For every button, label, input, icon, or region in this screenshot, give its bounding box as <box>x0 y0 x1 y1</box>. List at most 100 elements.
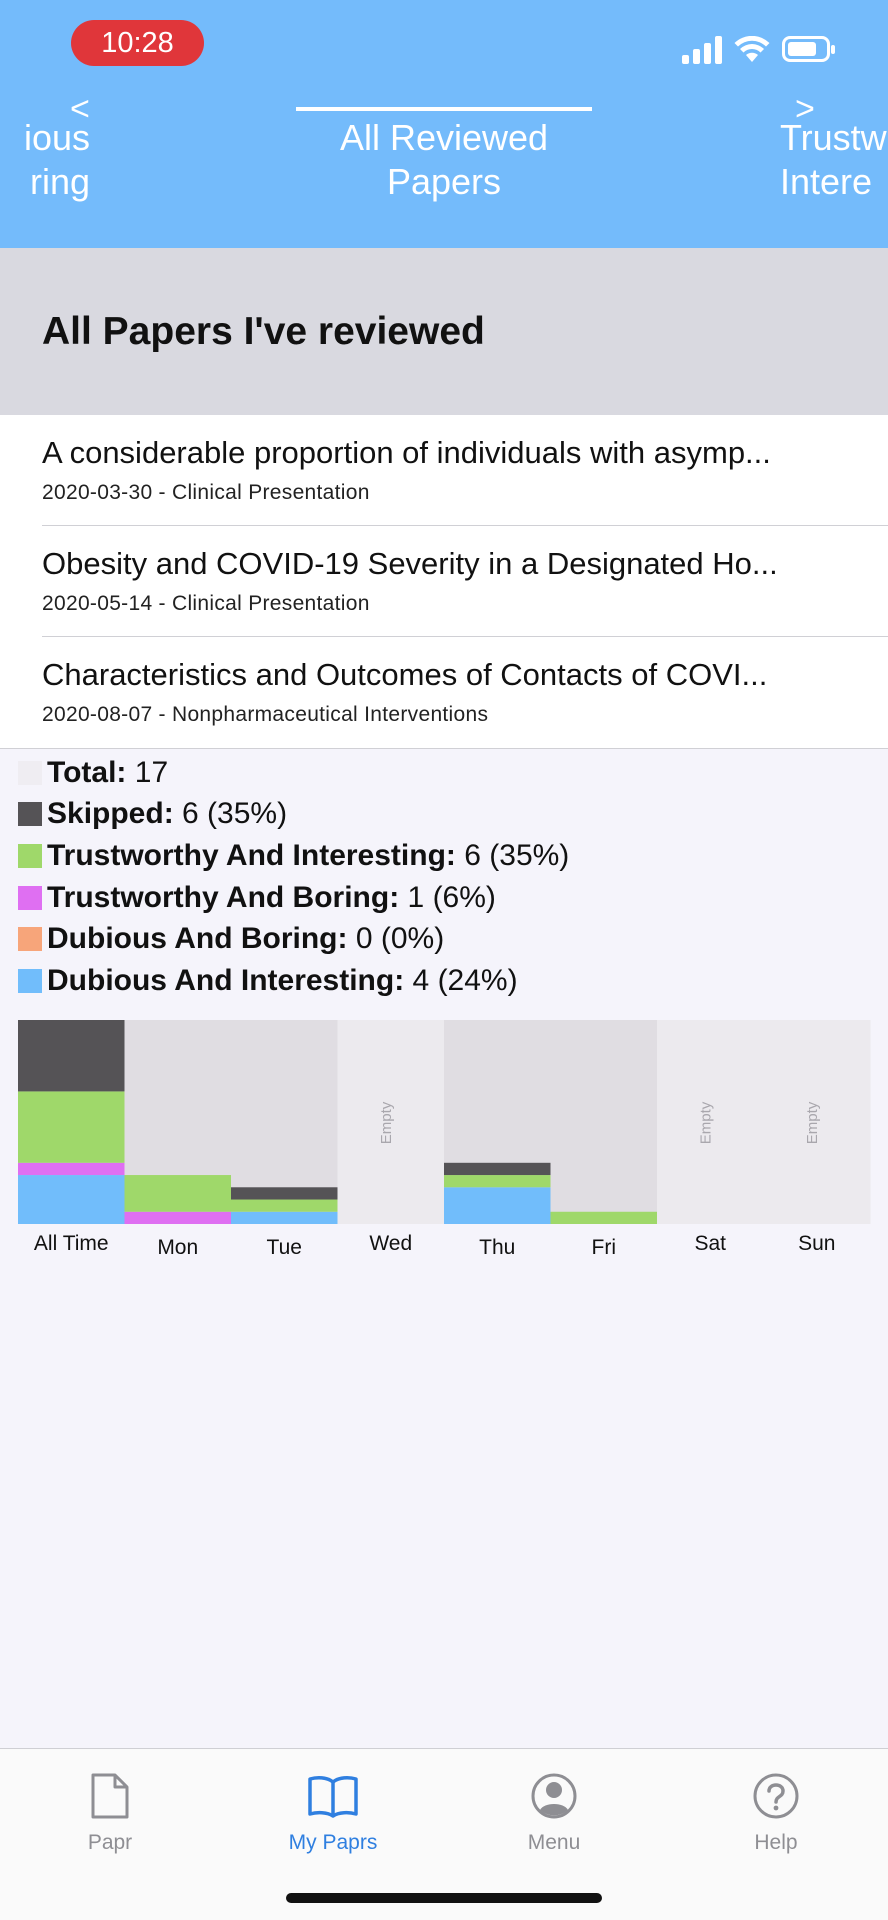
bar-segment <box>231 1199 338 1212</box>
battery-icon <box>782 36 835 62</box>
divider <box>0 748 888 749</box>
legend-value: 4 (24%) <box>412 963 518 997</box>
category-label: Fri <box>592 1236 617 1259</box>
category-label: Tue <box>267 1236 302 1259</box>
bar-background <box>657 1020 764 1224</box>
empty-label: Empty <box>804 1101 821 1144</box>
tab-previous-line1: ious <box>23 117 90 158</box>
divider <box>42 636 888 637</box>
legend-label: Trustworthy And Interesting: <box>47 838 456 872</box>
legend-swatch <box>18 968 42 993</box>
legend-label: Total: <box>47 755 127 789</box>
legend-row-dubious-boring: Dubious And Boring: 0 (0%) <box>18 918 569 960</box>
bar-segment <box>444 1187 551 1224</box>
person-circle-icon <box>531 1773 577 1819</box>
category-label: Sat <box>694 1232 726 1255</box>
bar-background <box>337 1020 445 1224</box>
legend-swatch <box>18 927 42 952</box>
list-item[interactable]: A considerable proportion of individuals… <box>0 415 888 526</box>
legend-value: 17 <box>134 755 169 789</box>
bar-background <box>763 1020 871 1224</box>
category-label: Wed <box>369 1232 412 1255</box>
bar-segment <box>550 1211 658 1224</box>
bar-background <box>550 1020 658 1224</box>
legend-swatch <box>18 885 42 910</box>
legend-row-skipped: Skipped: 6 (35%) <box>18 794 569 836</box>
chevron-right-icon[interactable]: > <box>795 90 815 128</box>
legend-row-total: Total: 17 <box>18 752 569 794</box>
legend-row-trustworthy-boring: Trustworthy And Boring: 1 (6%) <box>18 877 569 919</box>
paper-title: Characteristics and Outcomes of Contacts… <box>42 657 768 692</box>
legend-swatch <box>18 802 42 827</box>
tab-label: Help <box>754 1831 798 1854</box>
book-icon <box>308 1776 358 1818</box>
tab-previous-line2: ring <box>29 161 90 202</box>
category-label: All Time <box>34 1232 109 1255</box>
legend-label: Skipped: <box>47 797 174 831</box>
tab-next-line1: Trustw <box>780 117 887 158</box>
home-indicator <box>286 1893 602 1903</box>
section-header: All Papers I've reviewed <box>0 248 888 415</box>
bar-segment <box>231 1211 338 1224</box>
tab-label: Papr <box>87 1831 133 1854</box>
status-icons <box>682 30 835 64</box>
legend-row-trustworthy-interesting: Trustworthy And Interesting: 6 (35%) <box>18 835 569 877</box>
tab-next-line2: Intere <box>780 161 873 202</box>
bar-segment <box>124 1211 232 1224</box>
active-tab-indicator <box>296 107 592 111</box>
tab-menu[interactable]: Menu <box>474 1769 634 1855</box>
bar-segment <box>18 1175 125 1224</box>
tab-help[interactable]: Help <box>696 1769 856 1855</box>
legend-label: Trustworthy And Boring: <box>47 880 400 914</box>
list-item[interactable]: Obesity and COVID-19 Severity in a Desig… <box>0 526 888 637</box>
review-bar-chart: All Time Mon Tue Empty Wed Thu Fri Empty Sat Empt… <box>18 1020 871 1259</box>
legend-value: 6 (35%) <box>182 797 288 831</box>
legend-value: 0 (0%) <box>355 922 445 956</box>
bar-segment <box>18 1162 125 1176</box>
bar-segment <box>124 1175 232 1212</box>
wifi-icon <box>734 36 770 62</box>
legend-label: Dubious And Boring: <box>47 922 348 956</box>
chevron-left-icon[interactable]: < <box>70 90 90 128</box>
tab-next[interactable]: Trustw Intere <box>780 116 888 204</box>
bar-segment <box>444 1162 551 1176</box>
bar-segment <box>444 1175 551 1188</box>
bottom-tab-bar: Papr My Paprs Menu Help <box>0 1748 888 1920</box>
status-time: 10:28 <box>71 20 204 66</box>
signal-icon <box>682 34 722 64</box>
legend-row-dubious-interesting: Dubious And Interesting: 4 (24%) <box>18 960 569 1002</box>
bar-segment <box>18 1020 125 1092</box>
category-label: Thu <box>479 1236 515 1259</box>
legend-label: Dubious And Interesting: <box>47 963 405 997</box>
paper-meta: 2020-03-30 - Clinical Presentation <box>42 481 370 504</box>
legend-swatch <box>18 760 42 785</box>
category-label: Sun <box>798 1232 835 1255</box>
bar-segment <box>231 1187 338 1200</box>
paper-list: A considerable proportion of individuals… <box>0 415 888 749</box>
category-label: Mon <box>157 1236 198 1259</box>
tab-label: My Paprs <box>288 1831 378 1854</box>
legend-value: 6 (35%) <box>464 838 570 872</box>
tab-previous[interactable]: ious ring <box>0 116 90 204</box>
tab-current-line1: All Reviewed <box>339 117 549 158</box>
tab-my-paprs[interactable]: My Paprs <box>253 1769 413 1855</box>
document-icon <box>91 1773 129 1819</box>
tab-label: Menu <box>527 1831 581 1854</box>
paper-meta: 2020-05-14 - Clinical Presentation <box>42 592 370 615</box>
paper-title: A considerable proportion of individuals… <box>42 435 771 470</box>
divider <box>42 525 888 526</box>
top-header: 10:28 < > ious ring All Reviewed Papers … <box>0 0 888 248</box>
paper-title: Obesity and COVID-19 Severity in a Desig… <box>42 546 778 581</box>
stats-legend: Total: 17 Skipped: 6 (35%) Trustworthy A… <box>18 752 569 1002</box>
paper-meta: 2020-08-07 - Nonpharmaceutical Intervent… <box>42 703 489 726</box>
tab-papr[interactable]: Papr <box>30 1769 190 1855</box>
question-circle-icon <box>753 1773 799 1819</box>
empty-label: Empty <box>697 1101 714 1144</box>
empty-label: Empty <box>378 1101 395 1144</box>
legend-value: 1 (6%) <box>407 880 496 914</box>
tab-all-reviewed-papers[interactable]: All Reviewed Papers <box>296 116 592 204</box>
bar-segment <box>18 1091 125 1163</box>
section-title: All Papers I've reviewed <box>42 310 485 353</box>
list-item[interactable]: Characteristics and Outcomes of Contacts… <box>0 637 888 748</box>
tab-current-line2: Papers <box>386 161 502 202</box>
